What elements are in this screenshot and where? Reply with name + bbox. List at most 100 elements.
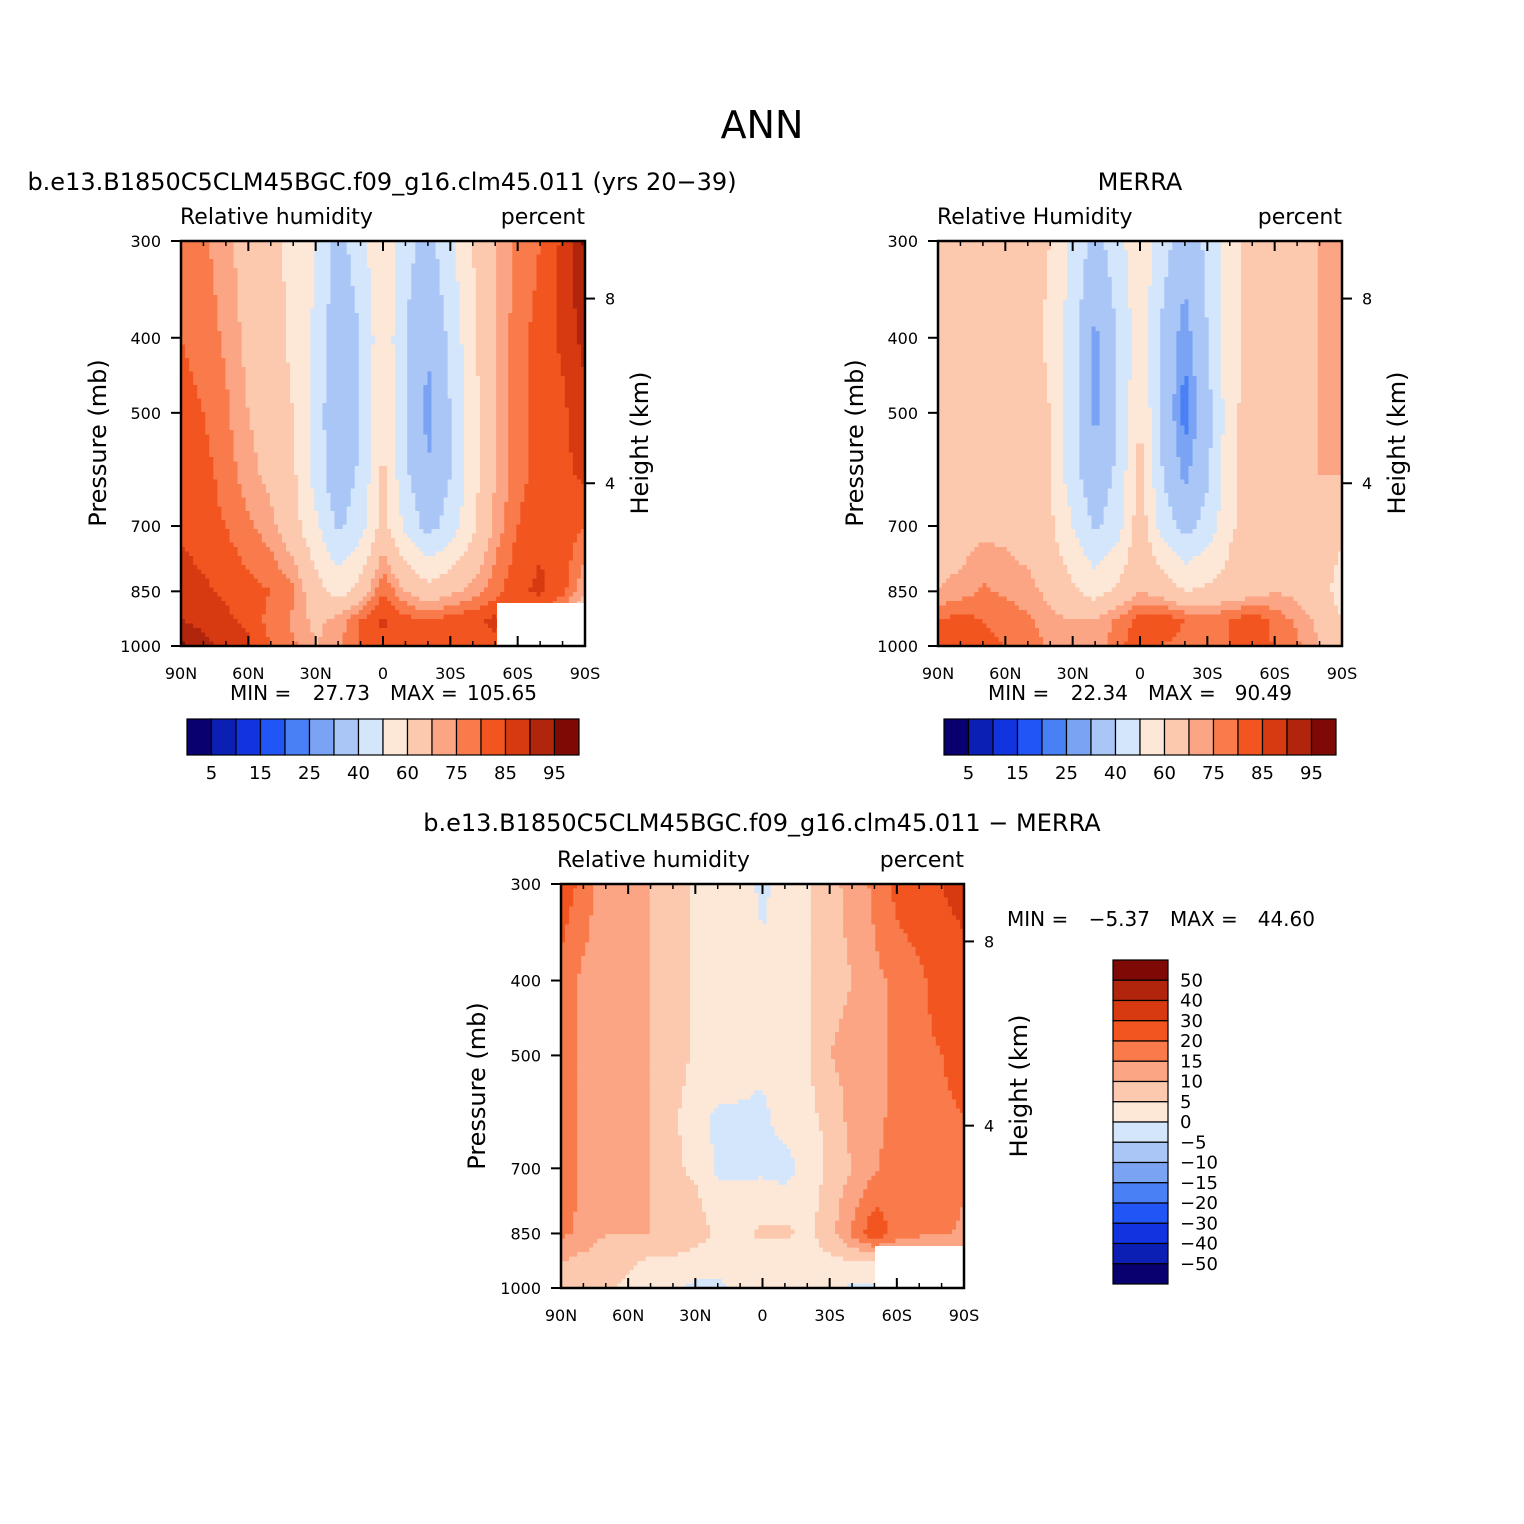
contour-cell (407, 457, 412, 462)
contour-cell (351, 331, 356, 336)
contour-cell (411, 462, 416, 467)
contour-cell (569, 322, 574, 327)
contour-cell (330, 255, 335, 260)
contour-cell (545, 277, 550, 282)
contour-cell (290, 444, 295, 449)
contour-cell (318, 282, 323, 287)
contour-cell (197, 336, 202, 341)
contour-cell (532, 345, 537, 350)
contour-cell (508, 435, 513, 440)
contour-cell (258, 255, 263, 260)
contour-cell (250, 412, 255, 417)
contour-cell (427, 381, 432, 386)
contour-cell (431, 300, 436, 305)
contour-cell (266, 403, 271, 408)
contour-cell (516, 349, 521, 354)
contour-cell (545, 430, 550, 435)
contour-cell (355, 412, 360, 417)
contour-cell (460, 273, 465, 278)
contour-cell (431, 304, 436, 309)
contour-cell (286, 435, 291, 440)
contour-cell (383, 255, 388, 260)
contour-cell (537, 246, 542, 251)
contour-cell (419, 300, 424, 305)
contour-cell (254, 394, 259, 399)
contour-cell (452, 358, 457, 363)
contour-cell (423, 385, 428, 390)
contour-cell (512, 376, 517, 381)
contour-cell (266, 372, 271, 377)
contour-cell (193, 448, 198, 453)
contour-plot (181, 241, 586, 647)
contour-cell (322, 327, 327, 332)
contour-cell (234, 390, 239, 395)
contour-cell (528, 291, 533, 296)
contour-cell (565, 291, 570, 296)
contour-cell (229, 358, 234, 363)
contour-cell (238, 282, 243, 287)
contour-cell (431, 246, 436, 251)
contour-cell (310, 336, 315, 341)
contour-cell (541, 336, 546, 341)
contour-cell (480, 286, 485, 291)
contour-cell (524, 349, 529, 354)
contour-cell (440, 255, 445, 260)
contour-cell (395, 318, 400, 323)
contour-cell (456, 327, 461, 332)
contour-cell (322, 354, 327, 359)
contour-cell (197, 426, 202, 431)
contour-cell (537, 462, 542, 467)
contour-cell (496, 408, 501, 413)
contour-cell (528, 358, 533, 363)
contour-cell (282, 345, 287, 350)
contour-cell (436, 345, 441, 350)
contour-cell (298, 354, 303, 359)
contour-cell (197, 340, 202, 345)
contour-cell (444, 453, 449, 458)
contour-cell (347, 363, 352, 368)
contour-cell (516, 444, 521, 449)
contour-cell (290, 282, 295, 287)
contour-cell (330, 340, 335, 345)
contour-cell (488, 435, 493, 440)
contour-cell (444, 448, 449, 453)
contour-cell (306, 372, 311, 377)
contour-cell (266, 462, 271, 467)
contour-cell (569, 291, 574, 296)
contour-cell (225, 345, 230, 350)
contour-cell (399, 448, 404, 453)
contour-cell (363, 412, 368, 417)
contour-cell (516, 345, 521, 350)
contour-cell (512, 453, 517, 458)
contour-cell (201, 448, 206, 453)
contour-cell (512, 435, 517, 440)
contour-cell (205, 399, 210, 404)
contour-cell (375, 340, 380, 345)
contour-cell (314, 412, 319, 417)
contour-cell (419, 462, 424, 467)
contour-cell (262, 291, 267, 296)
contour-cell (496, 421, 501, 426)
contour-cell (545, 349, 550, 354)
contour-cell (532, 403, 537, 408)
contour-cell (419, 358, 424, 363)
contour-cell (512, 399, 517, 404)
contour-cell (516, 417, 521, 422)
contour-cell (298, 462, 303, 467)
contour-cell (359, 313, 364, 318)
contour-cell (318, 403, 323, 408)
contour-cell (407, 367, 412, 372)
contour-cell (545, 327, 550, 332)
contour-cell (411, 399, 416, 404)
contour-cell (500, 421, 505, 426)
contour-cell (217, 430, 222, 435)
contour-cell (436, 304, 441, 309)
contour-cell (314, 295, 319, 300)
contour-cell (573, 394, 578, 399)
contour-cell (379, 421, 384, 426)
contour-cell (500, 385, 505, 390)
contour-cell (221, 318, 226, 323)
contour-cell (266, 430, 271, 435)
contour-cell (298, 282, 303, 287)
contour-cell (524, 439, 529, 444)
